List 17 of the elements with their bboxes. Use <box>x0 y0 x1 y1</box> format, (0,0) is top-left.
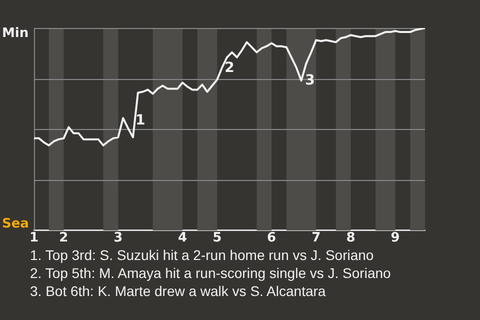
annotation: 1 <box>135 112 146 129</box>
text: Min <box>2 26 29 41</box>
x-tick-label: 1 <box>29 230 39 246</box>
x-tick-label: 9 <box>390 230 400 246</box>
x-tick-label: 8 <box>346 230 356 246</box>
annotation: 2 <box>224 60 234 76</box>
x-tick-label: 6 <box>267 230 276 246</box>
annotation: 3 <box>305 72 315 88</box>
text: 3. Bot 6th: K. Marte drew a walk vs S. Alcantara <box>30 282 327 300</box>
x-tick-label: 4 <box>178 230 188 246</box>
x-tick-label: 7 <box>312 230 321 246</box>
text: 1. Top 3rd: S. Suzuki hit a 2-run home run vs J. Soriano <box>30 246 375 264</box>
x-tick-label: 2 <box>59 230 68 246</box>
x-tick-label: 3 <box>114 230 123 246</box>
text: 2. Top 5th: M. Amaya hit a run-scoring single vs J. Soriano <box>30 264 392 282</box>
text: Sea <box>2 216 29 232</box>
x-tick-label: 5 <box>212 230 222 246</box>
